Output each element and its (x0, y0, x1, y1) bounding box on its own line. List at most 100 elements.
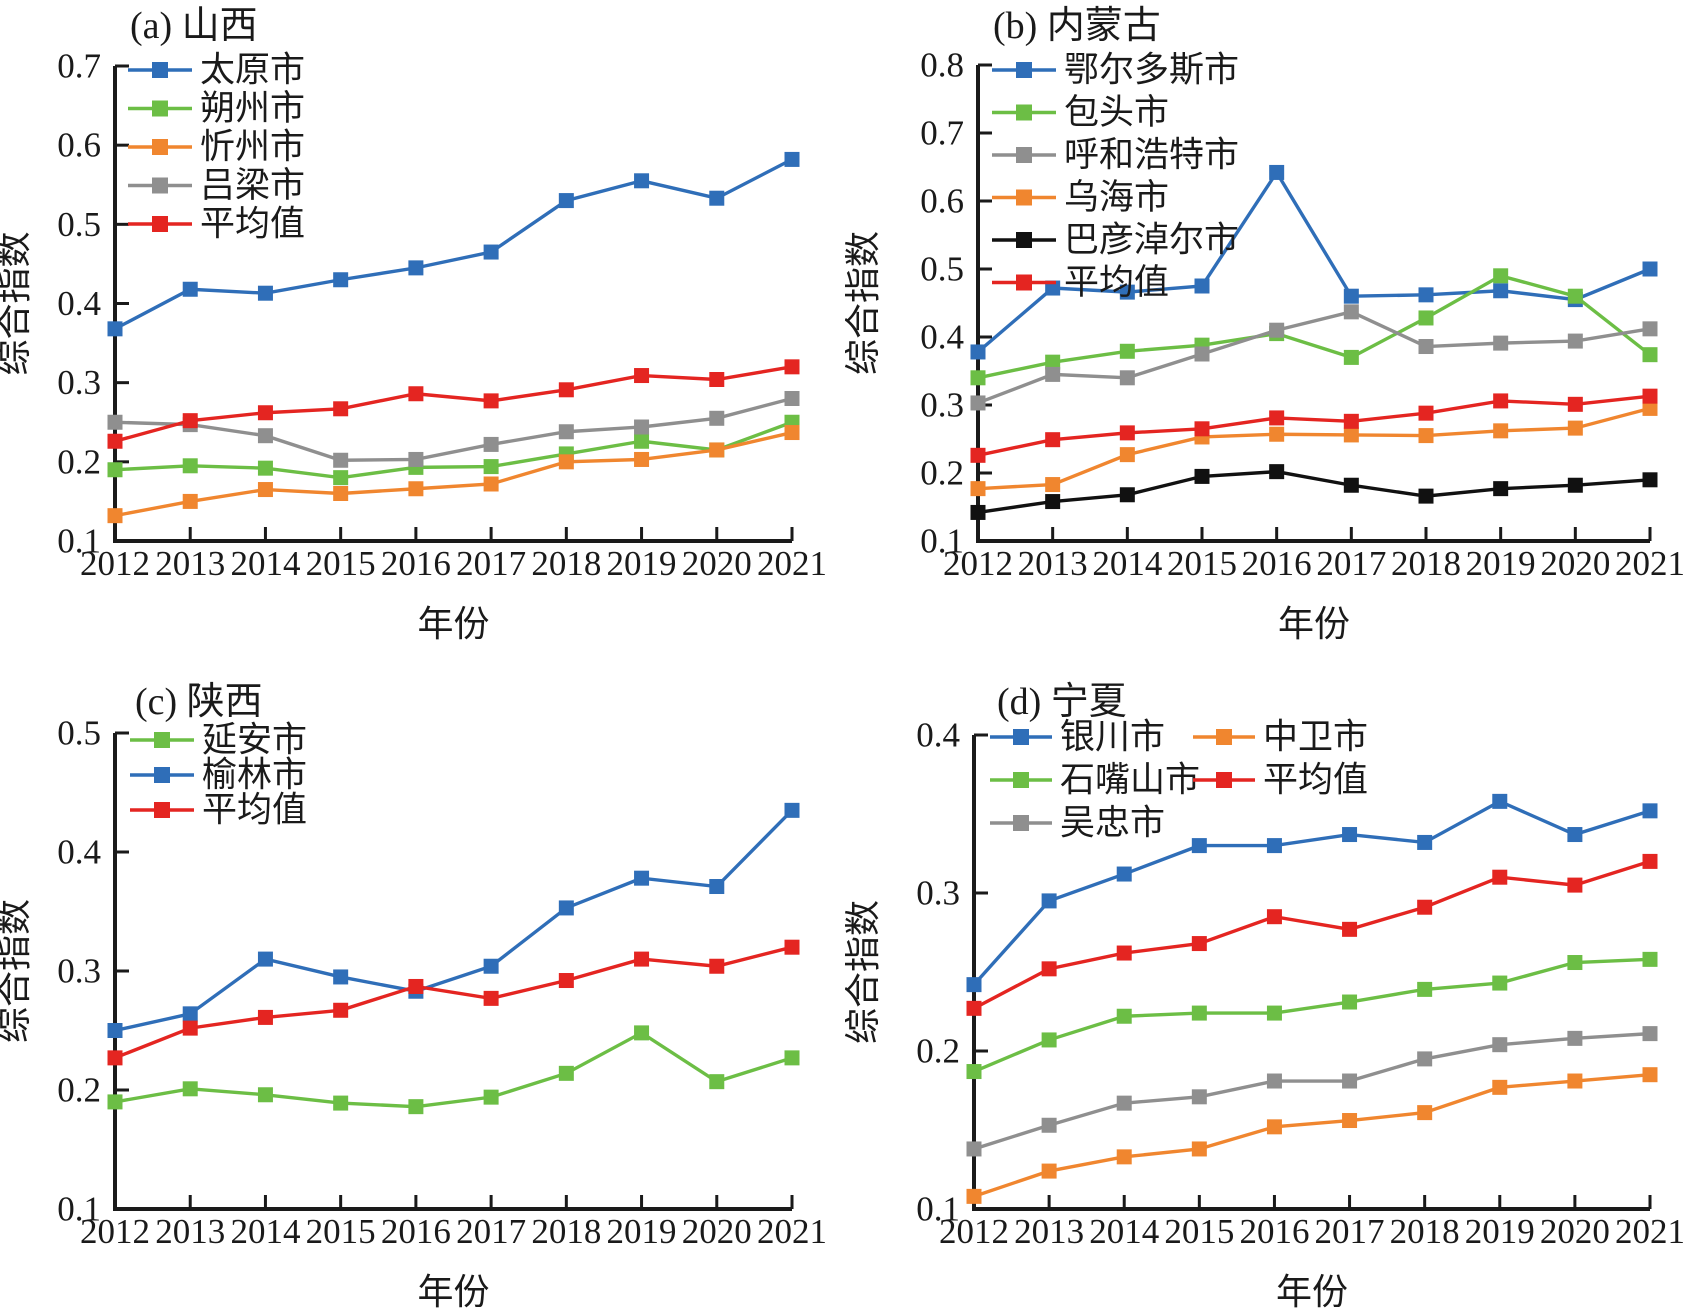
data-point-marker (408, 978, 424, 994)
series-line (973, 1031, 1651, 1151)
y-tick-label: 0.4 (916, 716, 960, 755)
data-point-marker (784, 359, 800, 375)
x-tick-label: 2012 (80, 1212, 150, 1251)
data-point-marker (634, 419, 650, 435)
data-point-marker (182, 493, 198, 509)
data-point-marker (634, 951, 650, 967)
data-point-marker (1045, 432, 1061, 448)
series-平均值 (970, 388, 1658, 463)
series-line (114, 945, 793, 1060)
data-point-marker (483, 476, 499, 492)
data-point-marker (558, 424, 574, 440)
data-point-marker (483, 990, 499, 1006)
y-tick-label: 0.2 (57, 442, 101, 481)
data-point-marker (709, 958, 725, 974)
data-point-marker (1642, 1026, 1658, 1042)
legend-label: 石嘴山市 (1060, 761, 1200, 800)
data-point-marker (333, 470, 349, 486)
x-tick-label: 2014 (1092, 544, 1162, 583)
panel-title: (d) 宁夏 (997, 681, 1127, 723)
data-point-marker (1266, 838, 1282, 854)
legend-marker-icon (152, 216, 168, 232)
x-axis-ticks: 2012 2013 2014 2015 2016 2017 2018 2019 2020 2021 (80, 1195, 827, 1251)
data-point-marker (558, 454, 574, 470)
data-point-marker (1194, 421, 1210, 437)
y-tick-label: 0.5 (57, 714, 101, 753)
series-巴彦淖尔市 (970, 464, 1658, 520)
series-line (973, 957, 1651, 1074)
data-point-marker (1116, 866, 1132, 882)
data-point-marker (107, 508, 123, 524)
data-point-marker (1642, 321, 1658, 337)
series-平均值 (107, 359, 800, 449)
series-吕梁市 (107, 391, 800, 468)
data-point-marker (1191, 1005, 1207, 1021)
y-tick-label: 0.7 (57, 47, 101, 86)
y-axis-label: 综合指数 (0, 899, 34, 1043)
data-point-marker (558, 973, 574, 989)
data-point-marker (709, 190, 725, 206)
data-point-marker (408, 451, 424, 467)
data-point-marker (408, 1099, 424, 1115)
data-point-marker (1116, 1095, 1132, 1111)
legend-marker-icon (1016, 62, 1032, 78)
data-point-marker (1116, 1008, 1132, 1024)
x-tick-label: 2020 (682, 1212, 752, 1251)
data-point-marker (182, 1020, 198, 1036)
axes (972, 735, 1650, 1211)
series-line (114, 157, 793, 331)
data-point-marker (107, 462, 123, 478)
data-point-marker (1041, 1032, 1057, 1048)
data-point-marker (408, 260, 424, 276)
x-tick-label: 2021 (757, 1212, 827, 1251)
x-tick-label: 2019 (607, 1212, 677, 1251)
x-tick-label: 2020 (1540, 1212, 1610, 1251)
data-point-marker (1045, 366, 1061, 382)
data-point-marker (257, 482, 273, 498)
panel-title: (c) 陕西 (135, 681, 263, 723)
data-point-marker (966, 1141, 982, 1157)
series-鄂尔多斯市 (970, 164, 1658, 360)
data-point-marker (784, 802, 800, 818)
data-point-marker (408, 481, 424, 497)
data-point-marker (1266, 1005, 1282, 1021)
legend-marker-icon (152, 177, 168, 194)
data-point-marker (1418, 339, 1434, 355)
data-point-marker (558, 382, 574, 398)
data-point-marker (483, 244, 499, 260)
data-point-marker (333, 1002, 349, 1018)
data-point-marker (558, 193, 574, 209)
legend-marker-icon (1016, 104, 1032, 121)
data-point-marker (1492, 793, 1508, 809)
data-point-marker (1119, 487, 1135, 503)
data-point-marker (1194, 346, 1210, 362)
panel-b-neimenggu: 0.1 0.2 0.3 0.4 0.5 0.6 0.7 0.8 2012 2013 2014 2015… (845, 0, 1689, 656)
legend-label: 平均值 (200, 205, 305, 244)
x-tick-label: 2015 (306, 1212, 376, 1251)
data-point-marker (1343, 427, 1359, 443)
series-line (114, 430, 793, 518)
legend-item-石嘴山市: 石嘴山市 (990, 761, 1200, 800)
y-axis-label: 综合指数 (845, 231, 883, 375)
legend-label: 延安市 (202, 721, 307, 760)
legend-marker-icon (154, 802, 170, 818)
data-point-marker (1269, 426, 1285, 442)
data-point-marker (483, 393, 499, 409)
y-tick-label: 0.6 (920, 182, 964, 221)
data-point-marker (1642, 853, 1658, 869)
data-point-marker (1119, 447, 1135, 463)
x-axis-label: 年份 (1276, 1272, 1348, 1312)
data-point-marker (257, 1009, 273, 1025)
y-tick-label: 0.7 (920, 114, 964, 153)
y-tick-label: 0.2 (920, 454, 964, 493)
data-point-marker (107, 1023, 123, 1038)
series-line (114, 809, 794, 1033)
data-point-marker (1642, 388, 1658, 404)
series-呼和浩特市 (970, 304, 1658, 411)
x-tick-label: 2013 (1014, 1212, 1084, 1251)
x-tick-label: 2021 (1615, 1212, 1685, 1251)
legend-item-吴忠市: 吴忠市 (990, 804, 1165, 843)
y-tick-label: 0.4 (57, 284, 101, 323)
